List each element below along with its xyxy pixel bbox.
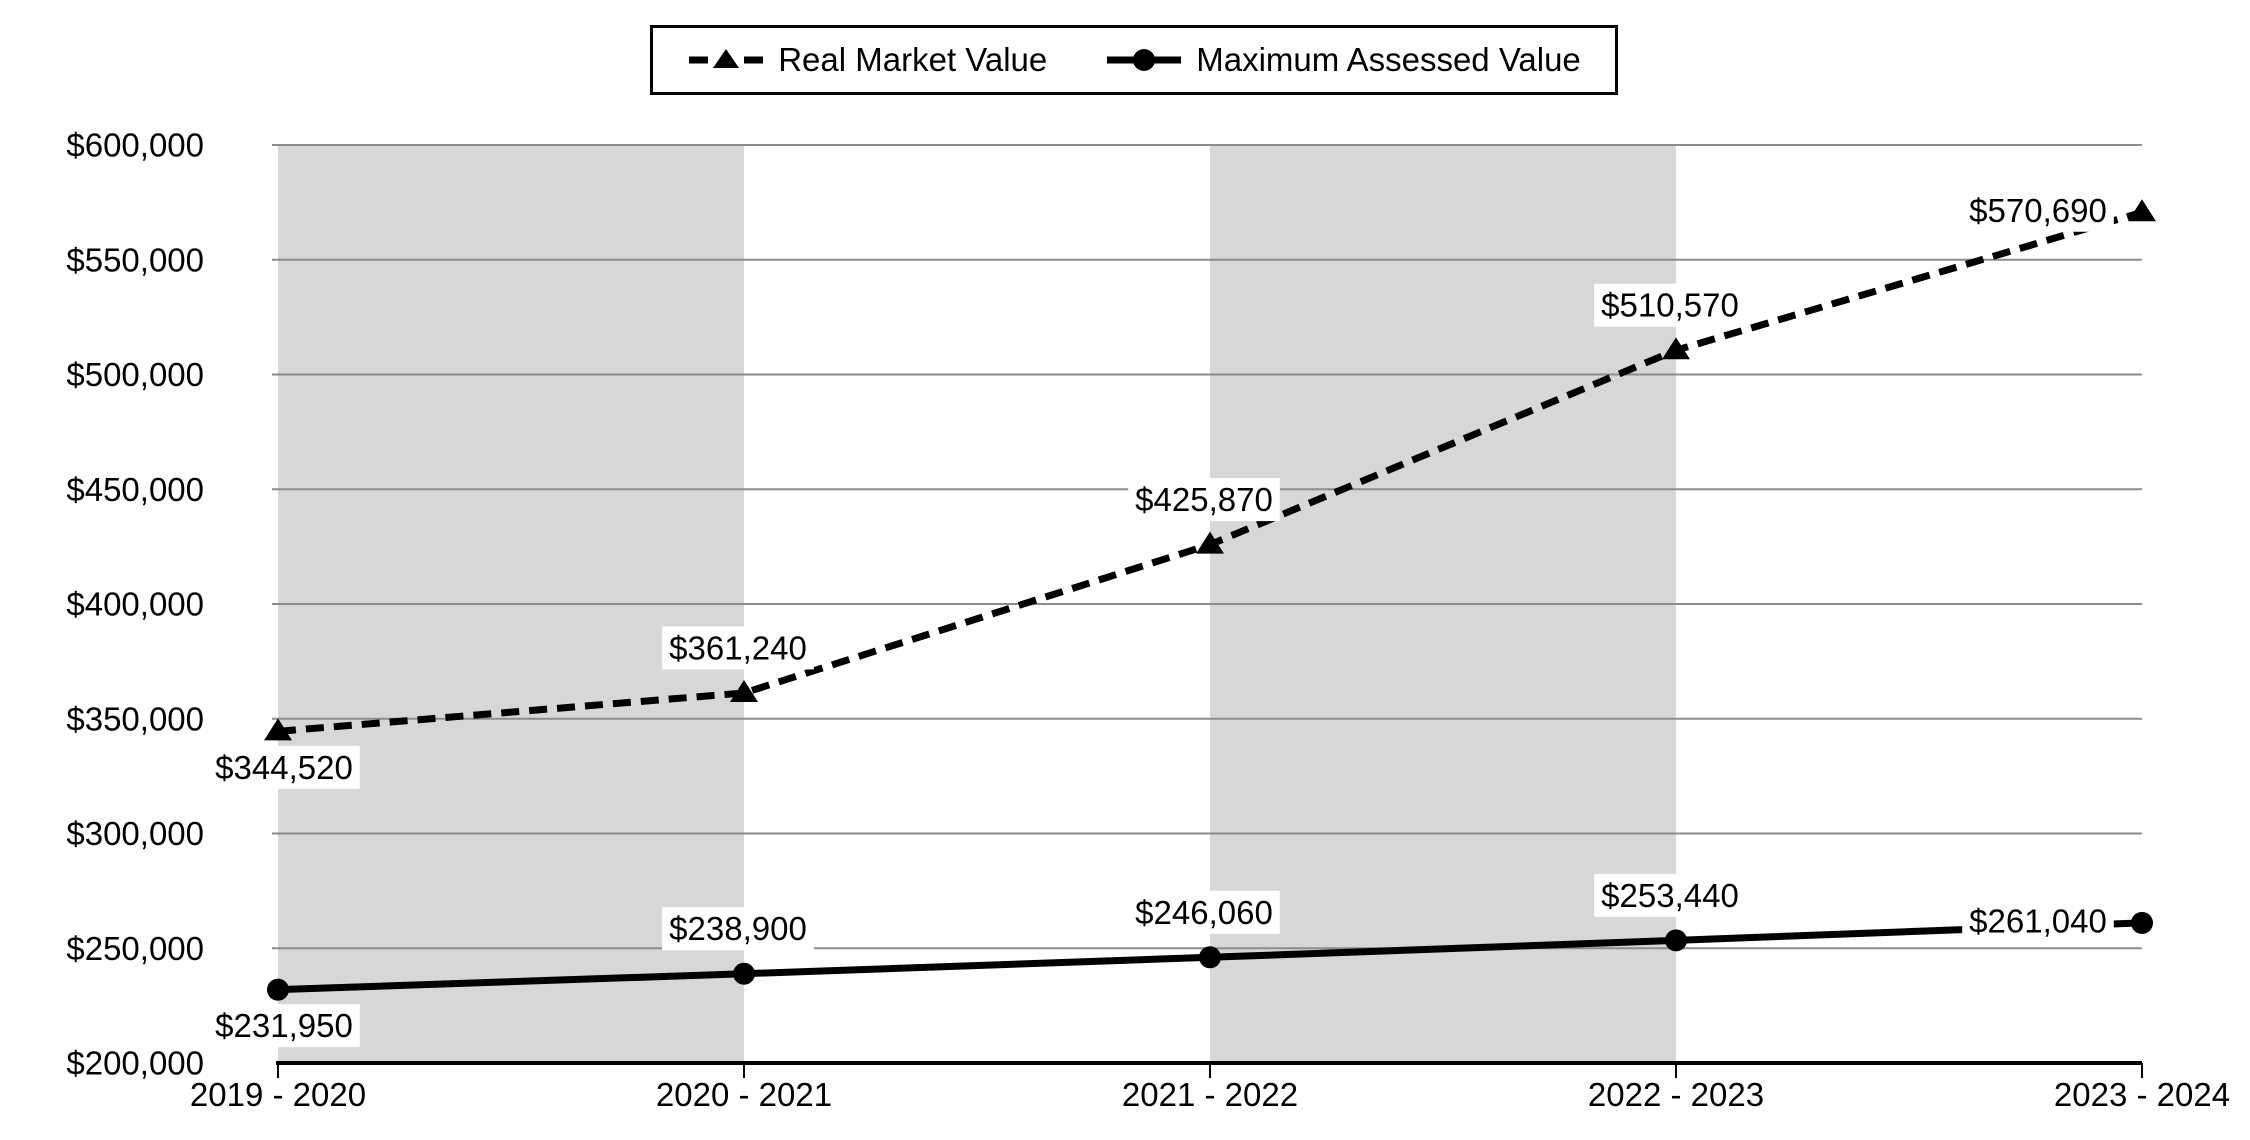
- legend-item-maximum-assessed-value: Maximum Assessed Value: [1105, 41, 1581, 79]
- data-point-marker-triangle: [730, 679, 758, 702]
- data-label: $261,040: [1969, 902, 2107, 939]
- y-axis-tick-label: $250,000: [66, 930, 204, 967]
- y-axis-tick-label: $200,000: [66, 1045, 204, 1082]
- data-label: $570,690: [1969, 192, 2107, 229]
- data-point-marker-triangle: [1196, 531, 1224, 554]
- data-label-background: [1128, 478, 1280, 522]
- data-label-background: [208, 1004, 360, 1048]
- data-label: $425,870: [1135, 481, 1273, 518]
- legend-item-real-market-value: Real Market Value: [687, 41, 1047, 79]
- data-label: $246,060: [1135, 894, 1273, 931]
- y-axis-tick-label: $600,000: [66, 127, 204, 164]
- y-axis-tick-label: $500,000: [66, 356, 204, 393]
- data-point-marker-triangle: [2128, 199, 2156, 222]
- data-label-background: [662, 907, 814, 951]
- x-axis-tick-label: 2020 - 2021: [656, 1076, 832, 1113]
- data-point-marker-circle: [1665, 929, 1687, 952]
- legend: Real Market Value Maximum Assessed Value: [650, 25, 1618, 95]
- y-axis-tick-label: $300,000: [66, 815, 204, 852]
- data-point-marker-triangle: [1662, 337, 1690, 360]
- data-label: $344,520: [215, 749, 353, 786]
- y-axis-tick-label: $550,000: [66, 241, 204, 278]
- data-label: $253,440: [1601, 877, 1739, 914]
- data-label-background: [662, 626, 814, 670]
- x-axis-tick-label: 2023 - 2024: [2054, 1076, 2230, 1113]
- y-axis-tick-label: $450,000: [66, 471, 204, 508]
- data-label-background: [1962, 899, 2114, 943]
- data-point-marker-circle: [267, 978, 289, 1001]
- data-label-background: [1594, 873, 1746, 917]
- solid-line-circle-marker-icon: [1107, 49, 1182, 71]
- x-axis-tick-label: 2021 - 2022: [1122, 1076, 1298, 1113]
- x-axis-tick-label: 2019 - 2020: [190, 1076, 366, 1113]
- data-label: $231,950: [215, 1007, 353, 1044]
- data-point-marker-triangle: [264, 718, 292, 741]
- data-label: $361,240: [669, 629, 807, 666]
- x-axis-tick-label: 2022 - 2023: [1588, 1076, 1764, 1113]
- data-point-marker-circle: [1199, 946, 1221, 969]
- data-label-background: [1962, 188, 2114, 232]
- dashed-line-triangle-marker-icon: [689, 49, 764, 68]
- data-label: $510,570: [1601, 287, 1739, 324]
- data-label-background: [1594, 283, 1746, 327]
- y-axis-tick-label: $350,000: [66, 700, 204, 737]
- data-label: $238,900: [669, 910, 807, 947]
- legend-label-real-market-value: Real Market Value: [778, 41, 1048, 78]
- data-label-background: [208, 745, 360, 789]
- data-label-background: [1128, 890, 1280, 934]
- legend-label-maximum-assessed-value: Maximum Assessed Value: [1196, 41, 1581, 78]
- data-point-marker-circle: [2131, 911, 2153, 934]
- data-point-marker-circle: [733, 962, 755, 985]
- y-axis-tick-label: $400,000: [66, 586, 204, 623]
